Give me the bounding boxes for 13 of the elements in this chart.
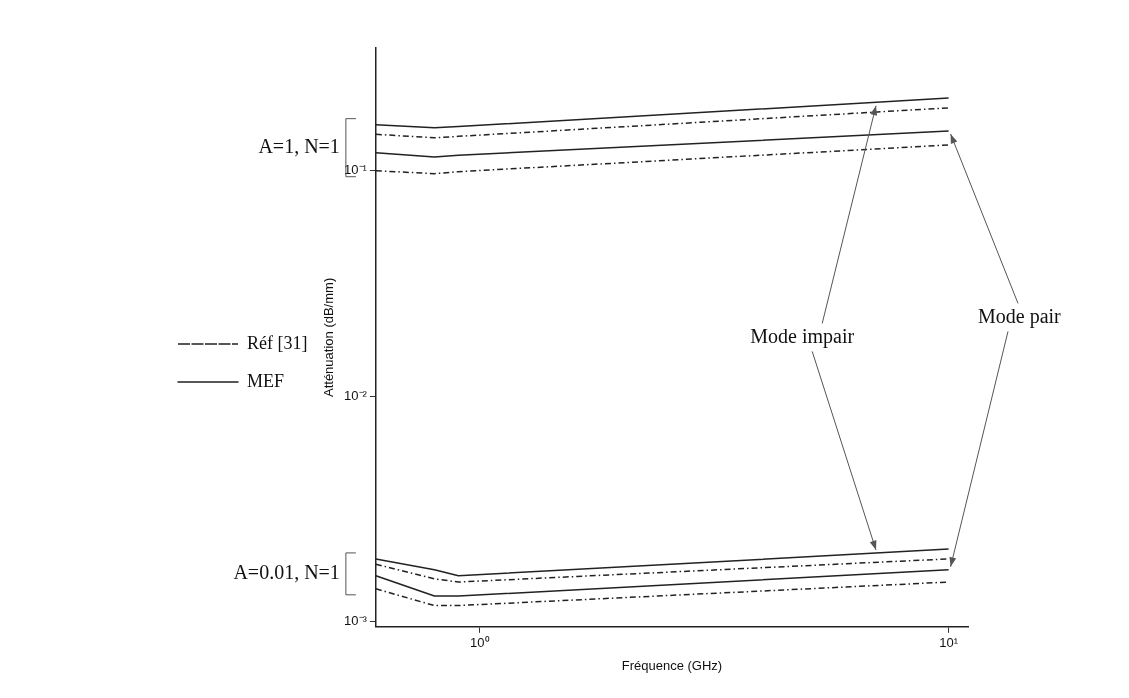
- text: A=0.01, N=1: [233, 561, 340, 584]
- text: A=1, N=1: [258, 134, 340, 157]
- x-tick-label: 10⁰: [470, 635, 490, 651]
- y-tick-label: 10⁻²: [344, 387, 368, 403]
- annotation: Mode pair: [978, 304, 1062, 328]
- legend-label: MEF: [247, 370, 285, 391]
- y-tick-label: 10⁻³: [344, 613, 368, 629]
- x-axis-title: Fréquence (GHz): [621, 657, 723, 673]
- x-tick-label: 10¹: [939, 635, 959, 651]
- y-axis-title: Atténuation (dB/mm): [320, 277, 336, 398]
- legend-label: Réf [31]: [247, 332, 308, 353]
- annotation: Mode impair: [750, 324, 855, 348]
- y-tick-label: 10⁻¹: [344, 162, 368, 178]
